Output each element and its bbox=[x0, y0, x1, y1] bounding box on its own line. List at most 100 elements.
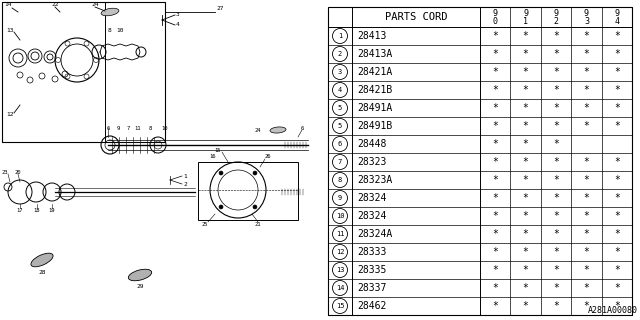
Text: *: * bbox=[492, 139, 498, 149]
Text: *: * bbox=[523, 193, 529, 203]
Text: 15: 15 bbox=[336, 303, 344, 309]
Text: *: * bbox=[492, 103, 498, 113]
Text: *: * bbox=[614, 175, 620, 185]
Circle shape bbox=[219, 171, 223, 175]
Text: *: * bbox=[553, 157, 559, 167]
Text: 15: 15 bbox=[215, 148, 221, 153]
Circle shape bbox=[253, 205, 257, 209]
Text: 17: 17 bbox=[17, 207, 23, 212]
Text: 20: 20 bbox=[15, 170, 21, 174]
Circle shape bbox=[219, 205, 223, 209]
Text: *: * bbox=[553, 265, 559, 275]
Text: PARTS CORD: PARTS CORD bbox=[385, 12, 447, 22]
Text: *: * bbox=[614, 265, 620, 275]
Text: 7: 7 bbox=[338, 159, 342, 165]
Text: *: * bbox=[614, 229, 620, 239]
Text: 23: 23 bbox=[2, 170, 8, 174]
Text: 18: 18 bbox=[34, 207, 40, 212]
Text: 5: 5 bbox=[338, 123, 342, 129]
Text: *: * bbox=[492, 211, 498, 221]
Text: 4: 4 bbox=[338, 87, 342, 93]
Text: *: * bbox=[553, 103, 559, 113]
Text: *: * bbox=[614, 85, 620, 95]
Text: 6: 6 bbox=[106, 125, 109, 131]
Text: 4: 4 bbox=[176, 22, 180, 28]
Text: 21: 21 bbox=[255, 221, 261, 227]
Text: *: * bbox=[553, 139, 559, 149]
Text: *: * bbox=[614, 211, 620, 221]
Text: 28491B: 28491B bbox=[357, 121, 392, 131]
Text: 7: 7 bbox=[126, 125, 130, 131]
Text: 9: 9 bbox=[116, 125, 120, 131]
Text: *: * bbox=[553, 229, 559, 239]
Text: *: * bbox=[492, 85, 498, 95]
Text: *: * bbox=[492, 229, 498, 239]
Text: 22: 22 bbox=[51, 2, 59, 6]
Text: 5: 5 bbox=[338, 105, 342, 111]
Text: 10: 10 bbox=[116, 28, 124, 33]
Text: 29: 29 bbox=[136, 284, 144, 290]
Text: 28323: 28323 bbox=[357, 157, 387, 167]
Bar bbox=[198, 162, 298, 220]
Text: 9: 9 bbox=[614, 10, 620, 19]
Text: 28333: 28333 bbox=[357, 247, 387, 257]
Text: *: * bbox=[553, 193, 559, 203]
Text: *: * bbox=[492, 31, 498, 41]
Text: *: * bbox=[584, 85, 589, 95]
Text: *: * bbox=[492, 247, 498, 257]
Text: 28413A: 28413A bbox=[357, 49, 392, 59]
Text: 10: 10 bbox=[336, 213, 344, 219]
Text: A281A00080: A281A00080 bbox=[588, 306, 638, 315]
Bar bbox=[2, 2, 165, 142]
Text: 28421B: 28421B bbox=[357, 85, 392, 95]
Text: *: * bbox=[584, 265, 589, 275]
Text: 26: 26 bbox=[265, 155, 271, 159]
Text: *: * bbox=[523, 247, 529, 257]
Text: *: * bbox=[553, 301, 559, 311]
Text: *: * bbox=[584, 31, 589, 41]
Text: *: * bbox=[523, 103, 529, 113]
Text: *: * bbox=[614, 283, 620, 293]
Text: 9: 9 bbox=[523, 10, 528, 19]
Ellipse shape bbox=[101, 8, 119, 16]
Text: 13: 13 bbox=[6, 28, 13, 33]
Text: 13: 13 bbox=[336, 267, 344, 273]
Text: *: * bbox=[614, 103, 620, 113]
Text: 4: 4 bbox=[614, 17, 620, 26]
Circle shape bbox=[333, 65, 348, 79]
Text: *: * bbox=[584, 157, 589, 167]
Text: *: * bbox=[523, 49, 529, 59]
Text: *: * bbox=[553, 49, 559, 59]
Text: *: * bbox=[523, 283, 529, 293]
Circle shape bbox=[333, 172, 348, 188]
Circle shape bbox=[333, 281, 348, 295]
Text: *: * bbox=[523, 211, 529, 221]
Text: 28324A: 28324A bbox=[357, 229, 392, 239]
Text: *: * bbox=[492, 265, 498, 275]
Text: *: * bbox=[553, 121, 559, 131]
Circle shape bbox=[333, 209, 348, 223]
Text: 1: 1 bbox=[523, 17, 528, 26]
Text: 2: 2 bbox=[183, 181, 187, 187]
Text: *: * bbox=[584, 283, 589, 293]
Text: *: * bbox=[492, 283, 498, 293]
Text: *: * bbox=[553, 85, 559, 95]
Ellipse shape bbox=[129, 269, 152, 281]
Text: *: * bbox=[614, 301, 620, 311]
Text: 16: 16 bbox=[210, 155, 216, 159]
Text: *: * bbox=[584, 103, 589, 113]
Text: 2: 2 bbox=[554, 17, 559, 26]
Text: 3: 3 bbox=[176, 12, 180, 18]
Text: *: * bbox=[492, 157, 498, 167]
Text: *: * bbox=[523, 85, 529, 95]
Text: *: * bbox=[492, 67, 498, 77]
Text: *: * bbox=[584, 229, 589, 239]
Text: *: * bbox=[614, 31, 620, 41]
Text: 3: 3 bbox=[338, 69, 342, 75]
Text: 28324: 28324 bbox=[357, 211, 387, 221]
Text: *: * bbox=[553, 31, 559, 41]
Text: *: * bbox=[523, 229, 529, 239]
Circle shape bbox=[333, 155, 348, 170]
Text: *: * bbox=[584, 211, 589, 221]
Text: *: * bbox=[584, 193, 589, 203]
